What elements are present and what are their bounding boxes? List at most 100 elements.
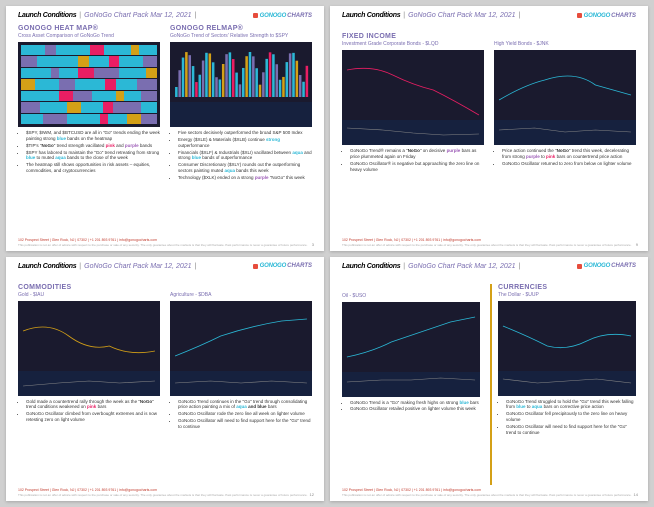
pipe: | [195,12,197,19]
heatmap-cell [141,102,157,112]
footer-disclaimer: This publication is not an offer of advi… [18,493,312,497]
bullet-list: GoNoGo Trend struggled to hold the "Go" … [498,399,636,437]
bullet-list: Price action continued the "NoGo" trend … [494,148,636,168]
header-subtitle: GoNoGo Chart Pack Mar 12, 2021 [84,263,191,270]
slide-content: GONOGO HEAT MAP® Cross Asset Comparison … [18,25,312,235]
heatmap-cell [37,56,78,66]
heatmap-cell [119,56,143,66]
heatmap-cell [131,45,139,55]
logo-charts: CHARTS [287,13,312,19]
logo: GONOGO CHARTS [577,263,636,269]
heatmap-cell [89,56,109,66]
heatmap-cell [78,56,89,66]
bullet-item: GoNoGo Oscillator will need to find supp… [506,424,636,436]
relmap-svg [170,42,312,127]
dba-chart [170,301,312,396]
section-title: GONOGO RELMAP® [170,25,312,32]
heatmap-cell [113,102,140,112]
bullet-item: GoNoGo Oscillator will need to find supp… [178,418,312,430]
heatmap-row [21,102,157,112]
bullet-item: GoNoGo Oscillator climbed from overbough… [26,411,160,423]
col-left: Oil - $USO GoNoGo Trend is a "Go" making… [342,284,480,486]
slide-4: Launch Conditions | GoNoGo Chart Pack Ma… [330,257,648,502]
heatmap-cell [21,68,51,78]
bullet-list: GoNoGo Trend® remains a "NoGo" on decisi… [342,148,484,173]
heatmap-cell [146,68,157,78]
logo: GONOGO CHARTS [577,13,636,19]
heatmap-cell [51,68,59,78]
heatmap-chart [18,42,160,127]
col-right: Agriculture - $DBA GoNoGo Trend continue… [170,292,312,486]
uso-chart [342,302,480,397]
heatmap-cell [75,79,105,89]
slide-1: Launch Conditions | GoNoGo Chart Pack Ma… [6,6,324,251]
heatmap-cell [59,68,78,78]
heatmap-cell [103,102,114,112]
header-launch: Launch Conditions [342,12,400,19]
heatmap-row [21,114,157,124]
bullet-item: $SPY has labored to maintain the "Go" tr… [26,150,160,162]
slide-header: Launch Conditions | GoNoGo Chart Pack Ma… [18,12,312,19]
heatmap-cell [21,79,35,89]
bullet-item: Financials ($XLF) & Industrials ($XLI) v… [178,150,312,162]
heatmap-cell [116,79,136,89]
header-subtitle: GoNoGo Chart Pack Mar 12, 2021 [408,12,515,19]
logo-square-icon [577,264,582,269]
pipe: | [79,12,81,19]
section-sub: Cross Asset Comparison of GoNoGo Trend [18,33,160,39]
lqd-chart [342,50,484,145]
slide-content: Gold - $IAU Gold made a countertrend ral… [18,292,312,486]
heatmap-cell [92,91,116,101]
header-launch: Launch Conditions [18,12,76,19]
col-right: CURRENCIES The Dollar - $UUP GoNoGo Tren… [490,284,636,486]
logo: GONOGO CHARTS [253,263,312,269]
logo: GONOGO CHARTS [253,13,312,19]
heatmap-cell [45,45,56,55]
heatmap-cell [73,91,92,101]
logo-square-icon [577,13,582,18]
heatmap-cell [139,45,157,55]
col-right: High Yield Bonds - $JNK Price action con… [494,41,636,235]
bullet-item: GoNoGo Trend struggled to hold the "Go" … [506,399,636,411]
heatmap-cell [35,79,59,89]
footer: 102 Prospect Street | Glen Rock, NJ | 07… [18,485,312,497]
bullet-item: GoNoGo Oscillator® is negative but appro… [350,161,484,173]
iau-chart [18,301,160,396]
bullet-list: GoNoGo Trend continues in the "Go" trend… [170,399,312,431]
footer-disclaimer: This publication is not an offer of advi… [342,493,636,497]
slide-header: Launch Conditions | GoNoGo Chart Pack Ma… [342,263,636,270]
bullet-item: Technology ($XLK) ended on a strong purp… [178,175,312,181]
section-sub: High Yield Bonds - $JNK [494,41,636,47]
heatmap-cell [124,91,140,101]
uup-chart [498,301,636,396]
heatmap-row [21,91,157,101]
logo-go: GONOGO [260,13,286,19]
section-sub: Oil - $USO [342,293,480,299]
section-sub: GoNoGo Trend of Sectors' Relative Streng… [170,33,312,39]
heatmap-cell [116,91,124,101]
heatmap-cell [90,45,104,55]
col-left: GONOGO HEAT MAP® Cross Asset Comparison … [18,25,160,235]
logo-square-icon [253,13,258,18]
heatmap-cell [137,79,157,89]
bullet-item: The heatmap still shows opportunities in… [26,162,160,174]
slide-3: Launch Conditions | GoNoGo Chart Pack Ma… [6,257,324,502]
heatmap-cell [127,114,141,124]
heatmap-cell [59,79,75,89]
header-launch: Launch Conditions [18,263,76,270]
bullet-item: GoNoGo Trend is a "Go" making fresh high… [350,400,480,406]
heatmap-cell [119,68,146,78]
section-sub: Investment Grade Corporate Bonds - $LQD [342,41,484,47]
page-number: 12 [310,492,314,497]
heatmap-cell [21,102,40,112]
section-sub: Agriculture - $DBA [170,292,312,298]
bullet-item: GoNoGo Oscillator fell precipitously to … [506,411,636,423]
footer-disclaimer: This publication is not an offer of advi… [342,243,636,247]
heatmap-cell [141,114,157,124]
bullet-item: GoNoGo Trend® remains a "NoGo" on decisi… [350,148,484,160]
heatmap-row [21,45,157,55]
bullet-item: $TIP's "NoGo" trend strength vacillated … [26,143,160,149]
heatmap-cell [59,91,73,101]
col-right: GONOGO RELMAP® GoNoGo Trend of Sectors' … [170,25,312,235]
slide-header: Launch Conditions | GoNoGo Chart Pack Ma… [18,263,312,270]
